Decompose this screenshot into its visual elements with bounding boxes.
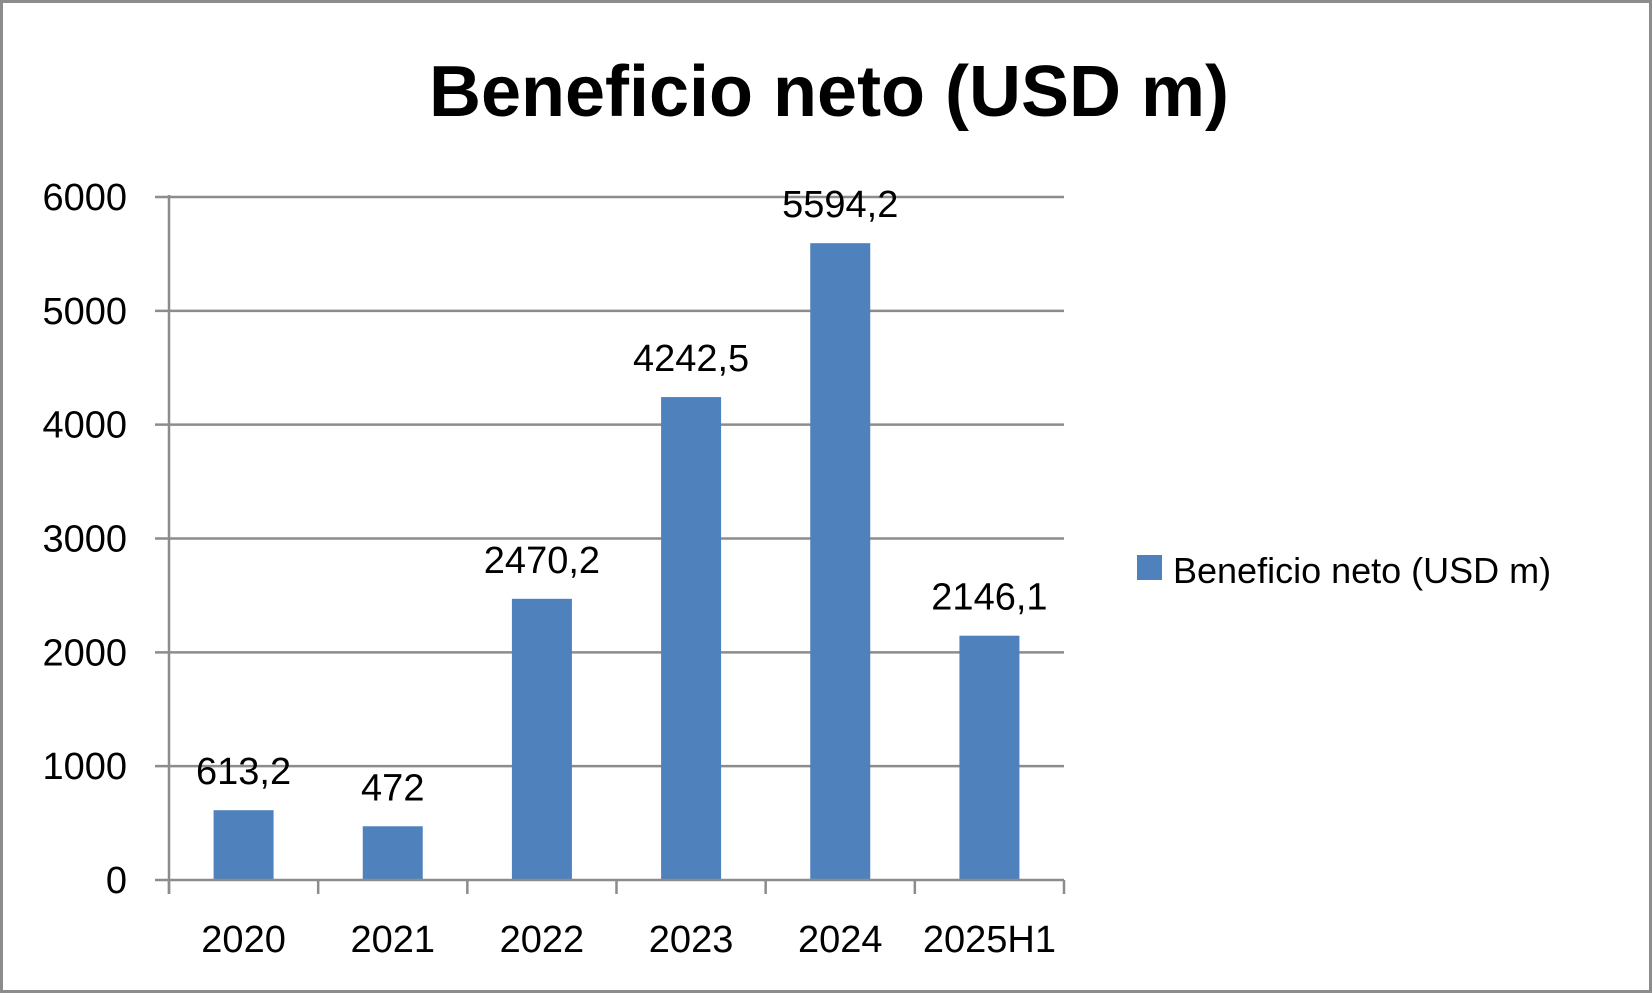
legend: Beneficio neto (USD m) xyxy=(1137,550,1551,591)
x-tick-label: 2023 xyxy=(649,919,734,961)
x-tick-label: 2025H1 xyxy=(923,919,1056,961)
bar xyxy=(810,243,871,880)
x-tick-label: 2022 xyxy=(500,919,585,961)
data-labels: 613,2 472 2470,2 4242,5 5594,2 2146,1 xyxy=(196,184,1047,809)
y-tick-label: 4000 xyxy=(42,405,127,447)
x-tick-label: 2021 xyxy=(350,919,435,961)
data-label: 5594,2 xyxy=(782,184,898,226)
chart-title: Beneficio neto (USD m) xyxy=(429,52,1229,132)
legend-swatch xyxy=(1137,555,1162,580)
y-tick-label: 3000 xyxy=(42,519,127,561)
y-tick-label: 1000 xyxy=(42,746,127,788)
bar xyxy=(959,635,1020,880)
legend-label: Beneficio neto (USD m) xyxy=(1173,550,1551,591)
data-label: 472 xyxy=(361,767,424,809)
y-tick-label: 0 xyxy=(106,860,127,902)
data-label: 2470,2 xyxy=(484,540,600,582)
gridlines xyxy=(155,195,1064,768)
x-tick-label: 2024 xyxy=(798,919,883,961)
y-tick-label: 6000 xyxy=(42,177,127,219)
bars xyxy=(213,243,1020,880)
bar xyxy=(661,397,722,880)
x-tick-label: 2020 xyxy=(201,919,286,961)
bar-chart: Beneficio neto (USD m) 0 1000 2000 3000 4000… xyxy=(42,52,1551,961)
data-label: 613,2 xyxy=(196,751,291,793)
bar xyxy=(511,598,572,880)
data-label: 2146,1 xyxy=(931,577,1047,619)
axes: 0 1000 2000 3000 4000 5000 6000 2020 2021 2022 202… xyxy=(42,177,1066,961)
y-tick-label: 5000 xyxy=(42,291,127,333)
bar xyxy=(213,810,274,880)
data-label: 4242,5 xyxy=(633,338,749,380)
bar xyxy=(362,826,423,880)
y-tick-label: 2000 xyxy=(42,632,127,674)
